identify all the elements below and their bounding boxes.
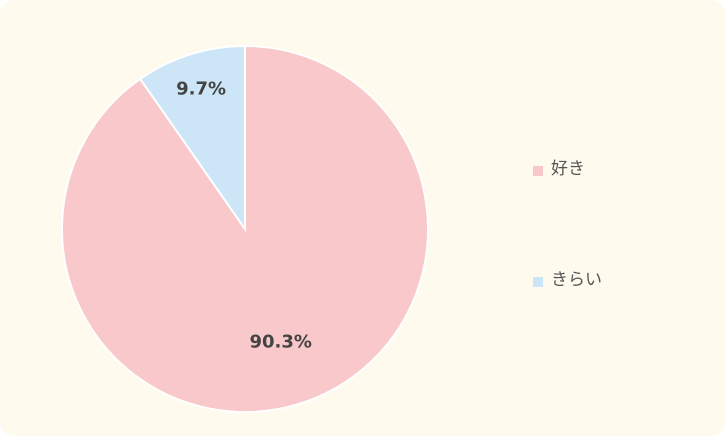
legend-label: きらい xyxy=(551,270,602,290)
legend-swatch xyxy=(533,277,543,287)
value-label: 90.3% xyxy=(249,331,311,352)
legend-swatch xyxy=(533,166,543,176)
value-label: 9.7% xyxy=(176,78,226,99)
legend-label: 好き xyxy=(551,159,585,179)
pie-slice xyxy=(61,44,429,413)
pie-slice xyxy=(138,44,246,233)
